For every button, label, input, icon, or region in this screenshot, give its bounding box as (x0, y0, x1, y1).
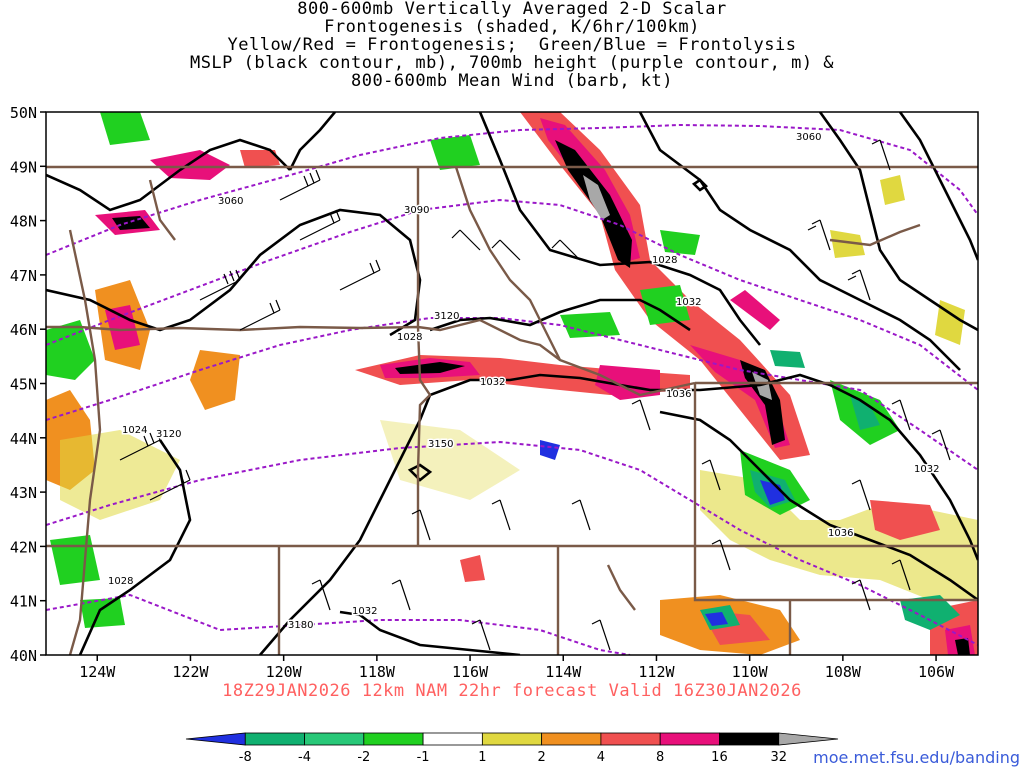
colorbar-label: 4 (597, 750, 605, 765)
title-block: 800-600mb Vertically Averaged 2-D Scalar… (0, 0, 1024, 90)
height-label: 3180 (288, 620, 313, 631)
colorbar: -8 -4 -2 -1 1 2 4 8 16 32 (185, 732, 839, 765)
lat-tick-label: 48N (10, 213, 37, 231)
lon-tick-label: 106W (918, 663, 955, 681)
colorbar-swatch (659, 732, 720, 746)
lon-tick-label: 114W (545, 663, 582, 681)
lon-tick-label: 116W (452, 663, 489, 681)
mslp-label: 1032 (352, 606, 377, 617)
colorbar-label: -2 (357, 750, 370, 765)
lon-tick-label: 120W (266, 663, 303, 681)
lon-tick-label: 110W (732, 663, 769, 681)
lon-tick-label: 108W (825, 663, 862, 681)
lat-tick-label: 45N (10, 376, 37, 394)
lat-tick-label: 50N (10, 104, 37, 122)
colorbar-swatch (600, 732, 661, 746)
colorbar-label: -8 (239, 750, 252, 765)
lon-tick-label: 112W (638, 663, 675, 681)
mslp-label: 1028 (652, 255, 677, 266)
height-label: 3060 (218, 196, 243, 207)
height-label: 3120 (156, 429, 181, 440)
mslp-label: 1028 (108, 576, 133, 587)
colorbar-label: 2 (537, 750, 545, 765)
colorbar-swatch (422, 732, 483, 746)
lat-tick-label: 41N (10, 593, 37, 611)
map-axes: 50N 49N 48N 47N 46N 45N 44N 43N 42N 41N 40N 124W 122… (10, 104, 955, 681)
lat-tick-label: 43N (10, 484, 37, 502)
mslp-label: 1032 (914, 464, 939, 475)
lon-tick-label: 122W (172, 663, 209, 681)
mslp-label: 1036 (666, 389, 691, 400)
colorbar-swatch (778, 732, 839, 746)
lon-tick-label: 118W (359, 663, 396, 681)
colorbar-label: -1 (417, 750, 430, 765)
colorbar-swatch (304, 732, 365, 746)
title-line-3: Yellow/Red = Frontogenesis; Green/Blue =… (227, 35, 797, 55)
lat-tick-label: 42N (10, 538, 37, 556)
colorbar-label: 8 (656, 750, 664, 765)
colorbar-swatch (363, 732, 424, 746)
height-label: 3150 (428, 439, 453, 450)
height-label: 3090 (404, 205, 429, 216)
lon-tick-label: 124W (79, 663, 116, 681)
state-borders (46, 165, 978, 655)
mslp-label: 1028 (397, 332, 422, 343)
lat-tick-label: 40N (10, 647, 37, 665)
colorbar-label: 1 (478, 750, 486, 765)
lat-tick-label: 49N (10, 158, 37, 176)
colorbar-swatch (244, 732, 305, 746)
lat-tick-label: 44N (10, 430, 37, 448)
mslp-label: 1036 (828, 528, 853, 539)
forecast-valid-time: 18Z29JAN2026 12km NAM 22hr forecast Vali… (222, 681, 802, 701)
colorbar-swatch (185, 732, 246, 746)
colorbar-swatch (541, 732, 602, 746)
title-line-1: 800-600mb Vertically Averaged 2-D Scalar (297, 0, 727, 19)
credit-link[interactable]: moe.met.fsu.edu/banding (813, 748, 1020, 767)
colorbar-label: 32 (770, 750, 787, 765)
height-contours (46, 123, 978, 655)
mslp-label: 1024 (122, 425, 147, 436)
colorbar-label: -4 (298, 750, 311, 765)
colorbar-label: 16 (711, 750, 728, 765)
wind-barbs (119, 139, 951, 651)
contour-labels: 1028 1032 1036 1024 1032 1036 1028 1032 … (107, 131, 941, 633)
title-line-2: Frontogenesis (shaded, K/6hr/100km) (324, 17, 700, 37)
colorbar-swatch (481, 732, 543, 746)
title-line-4: MSLP (black contour, mb), 700mb height (… (189, 53, 835, 73)
mslp-label: 1032 (480, 377, 505, 388)
title-line-5: 800-600mb Mean Wind (barb, kt) (350, 71, 674, 91)
colorbar-swatch (719, 732, 780, 746)
mslp-contours (46, 112, 978, 655)
lat-tick-label: 46N (10, 321, 37, 339)
height-label: 3060 (796, 132, 821, 143)
height-label: 3120 (434, 311, 459, 322)
mslp-label: 1032 (676, 297, 701, 308)
lat-tick-label: 47N (10, 267, 37, 285)
